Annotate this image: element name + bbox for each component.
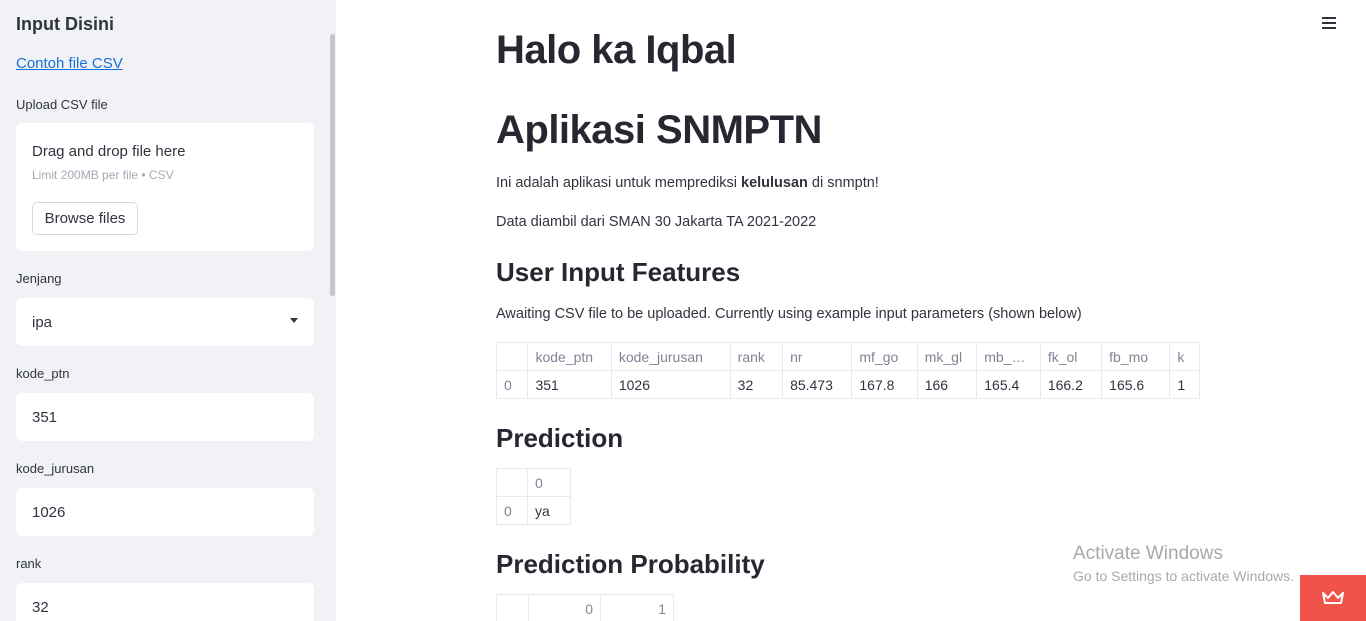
features-dataframe[interactable]: kode_ptn kode_jurusan rank nr mf_go mk_g… bbox=[496, 342, 1200, 400]
hamburger-menu-icon[interactable] bbox=[1322, 17, 1338, 31]
activate-windows-hint: Go to Settings to activate Windows. bbox=[1073, 568, 1294, 584]
streamlit-badge[interactable] bbox=[1300, 575, 1366, 621]
table-header-cell[interactable]: 1 bbox=[600, 594, 674, 621]
features-note: Awaiting CSV file to be uploaded. Curren… bbox=[496, 306, 1082, 322]
intro-suffix: di snmptn! bbox=[807, 175, 879, 191]
sidebar-scrollbar[interactable] bbox=[330, 34, 335, 296]
rank-label: rank bbox=[16, 556, 42, 571]
probability-table[interactable]: 0 1 bbox=[496, 594, 674, 621]
table-header-cell[interactable]: mk_gl bbox=[916, 342, 978, 371]
table-cell: 167.8 bbox=[851, 370, 918, 399]
table-header-cell bbox=[496, 468, 528, 497]
table-header-cell[interactable]: mb_… bbox=[976, 342, 1041, 371]
table-header-cell[interactable]: nr bbox=[782, 342, 853, 371]
file-uploader-dropzone[interactable]: Drag and drop file here Limit 200MB per … bbox=[16, 123, 314, 251]
kode-ptn-label: kode_ptn bbox=[16, 366, 70, 381]
probability-heading: Prediction Probability bbox=[496, 549, 765, 579]
table-cell: 1 bbox=[1169, 370, 1200, 399]
greeting-heading: Halo ka Iqbal bbox=[496, 28, 737, 72]
main-content: Halo ka Iqbal Aplikasi SNMPTN Ini adalah… bbox=[336, 0, 1366, 621]
sidebar-title: Input Disini bbox=[16, 14, 114, 34]
app-title: Aplikasi SNMPTN bbox=[496, 108, 822, 152]
table-header-cell[interactable]: 0 bbox=[527, 468, 571, 497]
activate-windows-watermark: Activate Windows bbox=[1073, 543, 1223, 564]
table-index-cell: 0 bbox=[496, 370, 529, 399]
table-cell: 32 bbox=[729, 370, 784, 399]
prediction-table[interactable]: 0 0 ya bbox=[496, 468, 571, 525]
table-header-cell[interactable]: rank bbox=[729, 342, 784, 371]
kode-jurusan-label: kode_jurusan bbox=[16, 461, 95, 476]
jenjang-selected-value: ipa bbox=[32, 313, 53, 331]
table-cell: 165.6 bbox=[1101, 370, 1171, 399]
table-header-cell[interactable]: 0 bbox=[528, 594, 601, 621]
table-cell: ya bbox=[527, 496, 571, 525]
example-csv-link[interactable]: Contoh file CSV bbox=[16, 55, 123, 72]
table-cell: 165.4 bbox=[976, 370, 1041, 399]
table-header-cell bbox=[496, 342, 529, 371]
prediction-heading: Prediction bbox=[496, 423, 624, 453]
table-header-cell[interactable]: k bbox=[1169, 342, 1200, 371]
sidebar: Input Disini Contoh file CSV Upload CSV … bbox=[0, 0, 336, 621]
caret-down-icon bbox=[290, 318, 298, 323]
intro-text: Ini adalah aplikasi untuk memprediksi ke… bbox=[496, 175, 879, 191]
upload-label: Upload CSV file bbox=[16, 97, 108, 112]
intro-bold: kelulusan bbox=[741, 175, 808, 191]
table-header-cell[interactable]: kode_jurusan bbox=[610, 342, 731, 371]
table-cell: 166 bbox=[916, 370, 978, 399]
table-row: 0 ya bbox=[496, 496, 571, 525]
table-header-cell[interactable]: fb_mo bbox=[1101, 342, 1171, 371]
table-header-cell bbox=[496, 594, 529, 621]
table-cell: 166.2 bbox=[1039, 370, 1103, 399]
kode-jurusan-input[interactable]: 1026 bbox=[16, 488, 314, 536]
table-row: 0 351 1026 32 85.473 167.8 166 165.4 166… bbox=[496, 370, 1200, 399]
features-table: kode_ptn kode_jurusan rank nr mf_go mk_g… bbox=[496, 342, 1200, 399]
browse-files-button[interactable]: Browse files bbox=[32, 202, 138, 235]
kode-ptn-input[interactable]: 351 bbox=[16, 393, 314, 441]
table-index-cell: 0 bbox=[496, 496, 528, 525]
table-cell: 1026 bbox=[610, 370, 731, 399]
features-heading: User Input Features bbox=[496, 257, 741, 287]
table-header-cell[interactable]: fk_ol bbox=[1039, 342, 1103, 371]
table-header-cell[interactable]: kode_ptn bbox=[527, 342, 612, 371]
data-source-text: Data diambil dari SMAN 30 Jakarta TA 202… bbox=[496, 214, 817, 230]
dropzone-limit-text: Limit 200MB per file • CSV bbox=[32, 168, 174, 182]
table-header-cell[interactable]: mf_go bbox=[851, 342, 918, 371]
table-cell: 85.473 bbox=[782, 370, 853, 399]
table-cell: 351 bbox=[527, 370, 612, 399]
jenjang-select[interactable]: ipa bbox=[16, 298, 314, 346]
dropzone-instructions: Drag and drop file here bbox=[32, 143, 186, 160]
crown-icon bbox=[1322, 591, 1344, 604]
jenjang-label: Jenjang bbox=[16, 271, 62, 286]
intro-prefix: Ini adalah aplikasi untuk memprediksi bbox=[496, 175, 742, 191]
rank-input[interactable]: 32 bbox=[16, 583, 314, 621]
